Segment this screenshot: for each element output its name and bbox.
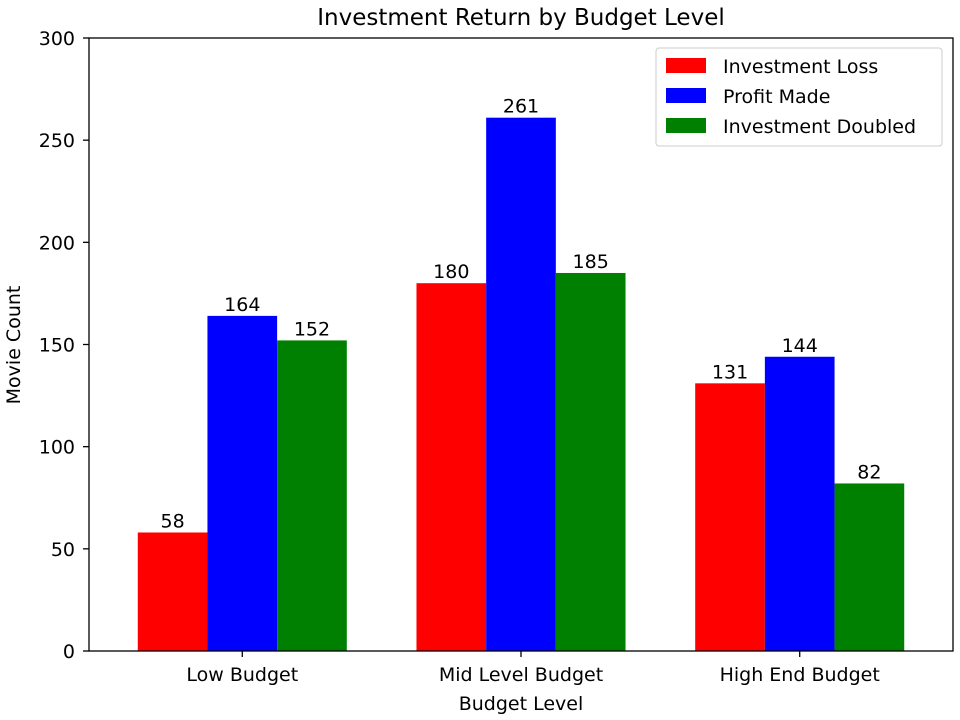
x-tick-label: Low Budget bbox=[186, 664, 298, 686]
bar-2-2 bbox=[834, 483, 905, 651]
legend-label: Profit Made bbox=[723, 86, 830, 108]
y-tick-label: 200 bbox=[39, 232, 75, 254]
bar-0-1 bbox=[416, 283, 487, 651]
bar-value-label: 185 bbox=[573, 251, 609, 273]
y-tick-label: 150 bbox=[39, 335, 75, 357]
legend-box bbox=[655, 47, 943, 147]
legend: Investment Loss Profit Made Investment Dou… bbox=[655, 47, 943, 147]
bar-value-label: 131 bbox=[712, 361, 748, 383]
y-axis: 0 50 100 150 200 250 300 bbox=[39, 28, 89, 663]
legend-swatch bbox=[666, 118, 706, 133]
y-axis-title: Movie Count bbox=[3, 286, 25, 405]
bar-value-label: 164 bbox=[224, 294, 260, 316]
bar-2-0 bbox=[277, 340, 347, 651]
x-tick-label: High End Budget bbox=[720, 664, 880, 686]
y-tick-label: 300 bbox=[39, 28, 75, 50]
bar-0-0 bbox=[137, 532, 208, 651]
bar-value-label: 152 bbox=[294, 318, 330, 340]
x-tick-label: Mid Level Budget bbox=[439, 664, 603, 686]
bars-layer bbox=[137, 117, 905, 651]
x-axis: Low Budget Mid Level Budget High End Budge… bbox=[186, 651, 880, 686]
bar-value-label: 144 bbox=[782, 335, 818, 357]
y-tick-label: 100 bbox=[39, 437, 75, 459]
y-tick-label: 250 bbox=[39, 130, 75, 152]
y-tick-label: 0 bbox=[63, 641, 75, 663]
bar-value-label: 180 bbox=[433, 261, 469, 283]
legend-label: Investment Doubled bbox=[723, 116, 916, 138]
bar-value-label: 261 bbox=[503, 96, 539, 118]
bar-value-label: 82 bbox=[857, 461, 881, 483]
y-tick-label: 50 bbox=[51, 539, 75, 561]
bar-0-2 bbox=[695, 383, 765, 651]
bar-labels-layer: 58 180 131 164 261 144 152 185 82 bbox=[161, 96, 882, 533]
bar-2-1 bbox=[555, 272, 626, 651]
bar-1-0 bbox=[207, 315, 278, 651]
bar-1-1 bbox=[486, 117, 556, 651]
legend-label: Investment Loss bbox=[723, 56, 878, 78]
bar-value-label: 58 bbox=[161, 510, 185, 532]
x-axis-title: Budget Level bbox=[459, 693, 584, 715]
legend-items: Investment Loss Profit Made Investment Dou… bbox=[666, 56, 916, 138]
legend-swatch bbox=[666, 58, 706, 73]
legend-swatch bbox=[666, 88, 706, 103]
chart-title: Investment Return by Budget Level bbox=[317, 5, 725, 31]
bar-1-2 bbox=[764, 356, 835, 651]
